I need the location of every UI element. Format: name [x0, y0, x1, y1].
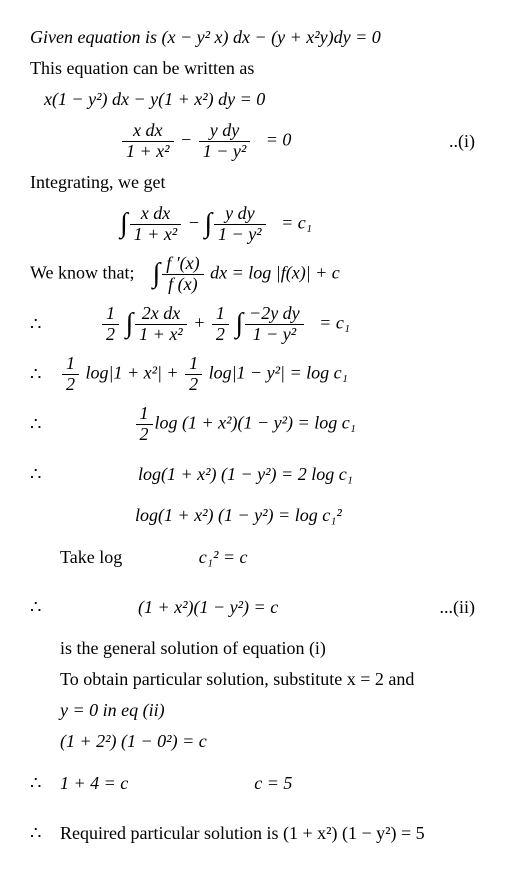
- text: To obtain particular solution, substitut…: [60, 669, 414, 689]
- eq-body: Required particular solution is (1 + x²)…: [60, 820, 475, 847]
- eq-body: We know that; ∫ f ′(x) f (x) dx = log |f…: [30, 254, 475, 295]
- eq-body: (1 + x²)(1 − y²) = c: [120, 594, 420, 621]
- text-a: 1 + 4 = c: [60, 773, 128, 793]
- text: log(1 + x²) (1 − y²) = log c₁²: [135, 505, 342, 525]
- text: We know that;: [30, 262, 135, 282]
- therefore-icon: ∴: [30, 770, 60, 797]
- minus: −: [180, 129, 197, 149]
- frac-1: 2x dx 1 + x²: [135, 304, 187, 345]
- therefore-icon: ∴: [30, 411, 60, 438]
- text: y = 0 in eq (ii): [60, 700, 165, 720]
- frac-2: −2y dy 1 − y²: [245, 304, 304, 345]
- half-1: 1 2: [102, 304, 119, 345]
- text: Integrating, we get: [30, 172, 165, 192]
- eq-body: log(1 + x²) (1 − y²) = 2 log c₁: [120, 461, 475, 488]
- line-substitute: (1 + 2²) (1 − 0²) = c: [60, 728, 475, 755]
- line-log-2logc: ∴ log(1 + x²) (1 − y²) = 2 log c₁: [30, 452, 475, 496]
- line-given: Given equation is (x − y² x) dx − (y + x…: [30, 24, 475, 51]
- line-c-equals-5: ∴ 1 + 4 = c c = 5: [30, 761, 475, 805]
- half: 1 2: [136, 404, 153, 445]
- line-particular-1: To obtain particular solution, substitut…: [60, 666, 475, 693]
- line-integral: ∫ x dx 1 + x² − ∫ y dy 1 − y² = c₁: [30, 202, 475, 246]
- rhs: = c₁: [319, 312, 350, 332]
- line-rewrite: This equation can be written as: [30, 55, 475, 82]
- half-2: 1 2: [185, 354, 202, 395]
- line-half-log-combined: ∴ 1 2 log (1 + x²)(1 − y²) = log c₁: [30, 402, 475, 446]
- line-separated: x dx 1 + x² − y dy 1 − y² = 0 ..(i): [30, 119, 475, 163]
- text: log(1 + x²) (1 − y²) = 2 log c₁: [138, 464, 353, 484]
- text: is the general solution of equation (i): [60, 638, 326, 658]
- text: (1 + 2²) (1 − 0²) = c: [60, 731, 207, 751]
- frac-2: y dy 1 − y²: [214, 204, 266, 245]
- therefore-icon: ∴: [30, 361, 60, 388]
- text: (1 + x²)(1 − y²) = c: [138, 597, 278, 617]
- line-log-c1sq: log(1 + x²) (1 − y²) = log c₁²: [135, 502, 475, 529]
- line-is-general: is the general solution of equation (i): [60, 635, 475, 662]
- eq-body: x dx 1 + x² − y dy 1 − y² = 0: [120, 121, 429, 162]
- line-required: ∴ Required particular solution is (1 + x…: [30, 811, 475, 855]
- frac-1: x dx 1 + x²: [130, 204, 182, 245]
- eq-body: Take log c₁² = c: [60, 544, 475, 571]
- minus: −: [188, 212, 205, 232]
- line-half-log: ∴ 1 2 log|1 + x²| + 1 2 log|1 − y²| = lo…: [30, 352, 475, 396]
- text-b: log|1 − y²| = log c₁: [204, 362, 348, 382]
- line-half-integrals: ∴ 1 2 ∫ 2x dx 1 + x² + 1 2 ∫ −2y dy 1 − …: [30, 302, 475, 346]
- therefore-icon: ∴: [30, 461, 60, 488]
- text-b: c₁² = c: [199, 547, 248, 567]
- line-particular-2: y = 0 in eq (ii): [60, 697, 475, 724]
- text-a: Take log: [60, 547, 122, 567]
- rhs: = c₁: [281, 212, 312, 232]
- eq-label-ii: ...(ii): [420, 594, 476, 621]
- frac-1: x dx 1 + x²: [122, 121, 174, 162]
- line-take-log: Take log c₁² = c: [30, 535, 475, 579]
- integral-icon: ∫: [153, 263, 161, 285]
- line-know-that: We know that; ∫ f ′(x) f (x) dx = log |f…: [30, 252, 475, 296]
- line-general-soln: ∴ (1 + x²)(1 − y²) = c ...(ii): [30, 585, 475, 629]
- eq-body: 1 2 log (1 + x²)(1 − y²) = log c₁: [120, 404, 475, 445]
- therefore-icon: ∴: [30, 820, 60, 847]
- integral-icon: ∫: [120, 213, 128, 235]
- text-a: log|1 + x²| +: [81, 362, 183, 382]
- eq-label-i: ..(i): [429, 128, 475, 155]
- half-2: 1 2: [212, 304, 229, 345]
- text: This equation can be written as: [30, 58, 254, 78]
- therefore-icon: ∴: [30, 594, 60, 621]
- half-1: 1 2: [62, 354, 79, 395]
- therefore-icon: ∴: [30, 311, 60, 338]
- line-integrating: Integrating, we get: [30, 169, 475, 196]
- eq-body: 1 2 log|1 + x²| + 1 2 log|1 − y²| = log …: [60, 354, 475, 395]
- integral-icon: ∫: [126, 313, 134, 335]
- rhs: = 0: [266, 129, 292, 149]
- text: x(1 − y²) dx − y(1 + x²) dy = 0: [44, 89, 265, 109]
- text: log (1 + x²)(1 − y²) = log c₁: [155, 412, 356, 432]
- text: Given equation is (x − y² x) dx − (y + x…: [30, 27, 381, 47]
- frac: f ′(x) f (x): [162, 254, 203, 295]
- text-b: c = 5: [254, 773, 292, 793]
- eq-body: 1 2 ∫ 2x dx 1 + x² + 1 2 ∫ −2y dy 1 − y²…: [100, 304, 475, 345]
- eq-body: ∫ x dx 1 + x² − ∫ y dy 1 − y² = c₁: [120, 204, 475, 245]
- eq-body: 1 + 4 = c c = 5: [60, 770, 475, 797]
- line-factored: x(1 − y²) dx − y(1 + x²) dy = 0: [44, 86, 475, 113]
- integral-icon: ∫: [235, 313, 243, 335]
- rhs: dx = log |f(x)| + c: [210, 262, 340, 282]
- plus: +: [193, 312, 210, 332]
- text: Required particular solution is (1 + x²)…: [60, 823, 425, 843]
- integral-icon: ∫: [204, 213, 212, 235]
- frac-2: y dy 1 − y²: [199, 121, 251, 162]
